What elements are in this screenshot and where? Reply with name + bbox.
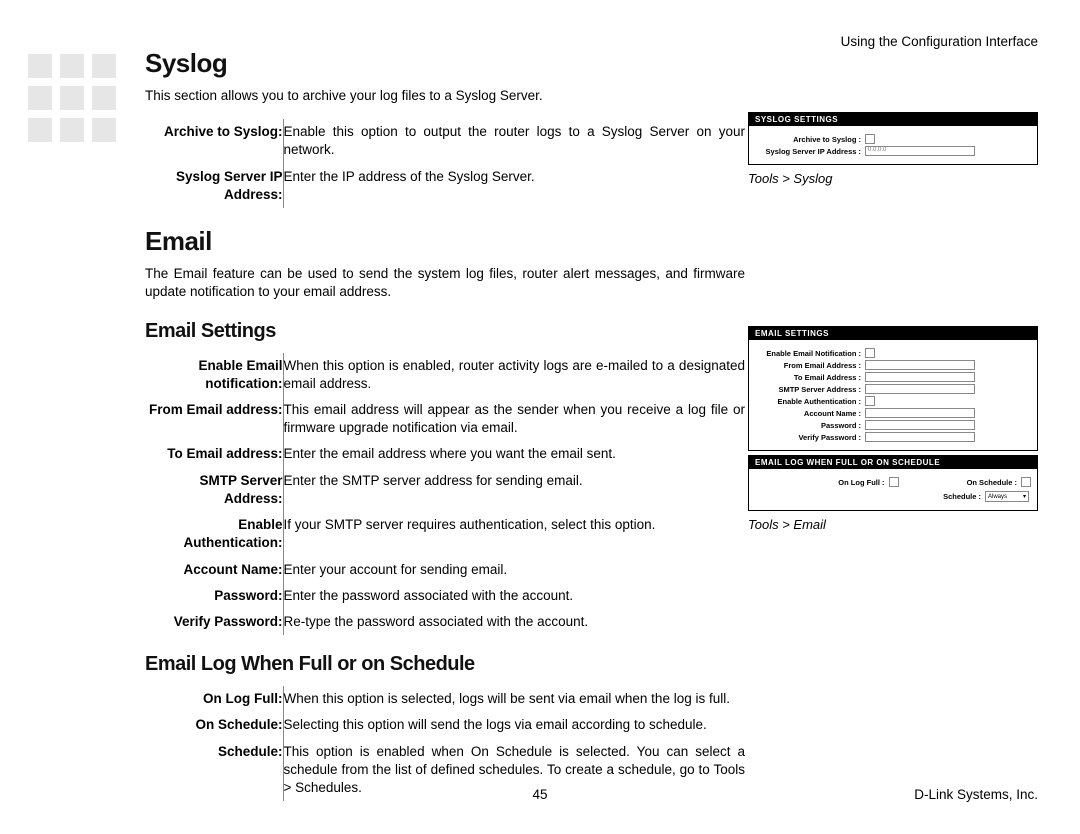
page-number: 45: [532, 787, 547, 802]
form-row: Syslog Server IP Address : 0.0.0.0: [755, 146, 1031, 156]
heading-email: Email: [145, 226, 745, 257]
def-label: Password:: [145, 583, 283, 609]
page-header-right: Using the Configuration Interface: [841, 34, 1038, 49]
figure-caption: Tools > Email: [748, 517, 1038, 532]
text-input[interactable]: [865, 372, 975, 382]
def-desc: Enter the email address where you want t…: [283, 441, 745, 467]
figure-caption: Tools > Syslog: [748, 171, 1038, 186]
checkbox[interactable]: [865, 134, 875, 144]
text-input[interactable]: [865, 432, 975, 442]
form-label: Account Name :: [755, 409, 865, 418]
def-desc: This option is enabled when On Schedule …: [283, 739, 745, 802]
form-label: Syslog Server IP Address :: [755, 147, 865, 156]
def-desc: Enter your account for sending email.: [283, 557, 745, 583]
def-label: Archive to Syslog:: [145, 119, 283, 163]
def-label: Schedule:: [145, 739, 283, 802]
checkbox[interactable]: [865, 348, 875, 358]
def-label: On Log Full:: [145, 686, 283, 712]
text-input[interactable]: [865, 360, 975, 370]
def-desc: Enter the IP address of the Syslog Serve…: [283, 164, 745, 208]
def-desc: When this option is selected, logs will …: [283, 686, 745, 712]
figure-syslog-panel: SYSLOG SETTINGS Archive to Syslog : Sysl…: [748, 112, 1038, 165]
checkbox[interactable]: [889, 477, 899, 487]
def-desc: Selecting this option will send the logs…: [283, 712, 745, 738]
def-label: Enable Email notification:: [145, 353, 283, 397]
syslog-intro: This section allows you to archive your …: [145, 87, 745, 105]
form-label: Password :: [755, 421, 865, 430]
checkbox[interactable]: [865, 396, 875, 406]
email-settings-definitions: Enable Email notification:When this opti…: [145, 353, 745, 636]
form-row: Archive to Syslog :: [755, 134, 1031, 144]
panel-title: SYSLOG SETTINGS: [749, 113, 1037, 126]
main-content: Syslog This section allows you to archiv…: [145, 48, 745, 801]
checkbox[interactable]: [1021, 477, 1031, 487]
def-label: Enable Authentication:: [145, 512, 283, 556]
text-input[interactable]: [865, 384, 975, 394]
panel-body: Enable Email Notification : From Email A…: [749, 340, 1037, 450]
square: [92, 118, 116, 142]
def-desc: Enter the SMTP server address for sendin…: [283, 468, 745, 512]
def-label: On Schedule:: [145, 712, 283, 738]
def-row: Syslog Server IP Address: Enter the IP a…: [145, 164, 745, 208]
heading-email-settings: Email Settings: [145, 320, 745, 343]
def-label: From Email address:: [145, 397, 283, 441]
panel-title: EMAIL SETTINGS: [749, 327, 1037, 340]
email-log-definitions: On Log Full:When this option is selected…: [145, 686, 745, 801]
right-figures: SYSLOG SETTINGS Archive to Syslog : Sysl…: [748, 112, 1038, 562]
def-desc: Enable this option to output the router …: [283, 119, 745, 163]
text-input[interactable]: 0.0.0.0: [865, 146, 975, 156]
form-label: Schedule :: [943, 492, 985, 501]
figure-email-settings-panel: EMAIL SETTINGS Enable Email Notification…: [748, 326, 1038, 451]
form-label: On Schedule :: [967, 478, 1021, 487]
footer-company: D-Link Systems, Inc.: [914, 787, 1038, 802]
def-desc: When this option is enabled, router acti…: [283, 353, 745, 397]
panel-body: On Log Full : On Schedule : Schedule : A…: [749, 469, 1037, 510]
def-desc: This email address will appear as the se…: [283, 397, 745, 441]
panel-body: Archive to Syslog : Syslog Server IP Add…: [749, 126, 1037, 164]
def-label: Account Name:: [145, 557, 283, 583]
def-desc: Re-type the password associated with the…: [283, 609, 745, 635]
decorative-squares: [28, 54, 116, 142]
syslog-definitions: Archive to Syslog: Enable this option to…: [145, 119, 745, 208]
form-label: On Log Full :: [838, 478, 888, 487]
square: [28, 86, 52, 110]
form-label: Enable Authentication :: [755, 397, 865, 406]
def-desc: Enter the password associated with the a…: [283, 583, 745, 609]
form-label: Verify Password :: [755, 433, 865, 442]
chevron-down-icon: ▾: [1023, 493, 1026, 500]
form-label: SMTP Server Address :: [755, 385, 865, 394]
heading-syslog: Syslog: [145, 48, 745, 79]
square: [28, 118, 52, 142]
def-label: To Email address:: [145, 441, 283, 467]
square: [60, 54, 84, 78]
select-input[interactable]: Always ▾: [985, 491, 1029, 502]
email-intro: The Email feature can be used to send th…: [145, 265, 745, 301]
square: [60, 118, 84, 142]
panel-title: EMAIL LOG WHEN FULL OR ON SCHEDULE: [749, 456, 1037, 469]
def-row: Archive to Syslog: Enable this option to…: [145, 119, 745, 163]
form-label: To Email Address :: [755, 373, 865, 382]
square: [60, 86, 84, 110]
form-label: Enable Email Notification :: [755, 349, 865, 358]
text-input[interactable]: [865, 420, 975, 430]
square: [92, 54, 116, 78]
def-label: SMTP Server Address:: [145, 468, 283, 512]
square: [28, 54, 52, 78]
form-label: Archive to Syslog :: [755, 135, 865, 144]
form-label: From Email Address :: [755, 361, 865, 370]
text-input[interactable]: [865, 408, 975, 418]
square: [92, 86, 116, 110]
def-label: Verify Password:: [145, 609, 283, 635]
def-desc: If your SMTP server requires authenticat…: [283, 512, 745, 556]
select-value: Always: [988, 494, 1007, 500]
figure-email-log-panel: EMAIL LOG WHEN FULL OR ON SCHEDULE On Lo…: [748, 455, 1038, 511]
def-label: Syslog Server IP Address:: [145, 164, 283, 208]
heading-email-log: Email Log When Full or on Schedule: [145, 653, 745, 676]
